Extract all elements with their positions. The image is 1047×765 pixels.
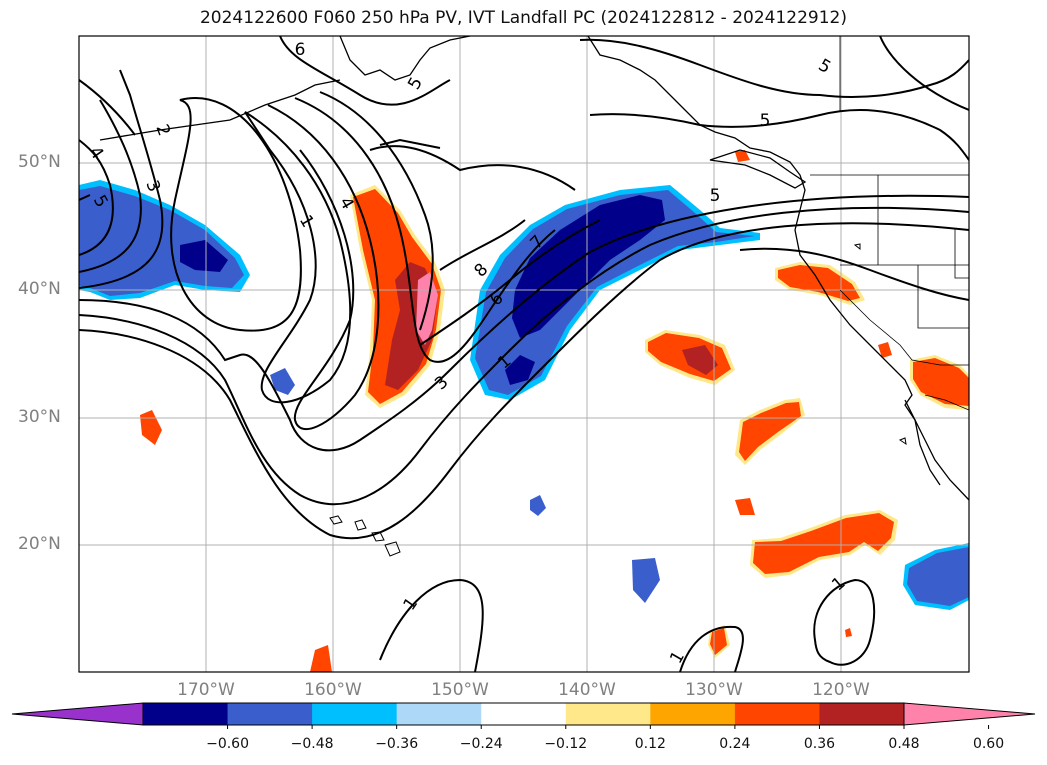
- pv-contours: [79, 36, 969, 672]
- colorbar-segment: [734, 703, 820, 725]
- colorbar-segment: [227, 703, 313, 725]
- colorbar-extend-low: [11, 702, 144, 726]
- colorbar-segment: [143, 703, 229, 725]
- colorbar-tick-label: 0.12: [634, 736, 666, 752]
- colorbar-tick-label: −0.60: [206, 736, 249, 752]
- lon-label-120w: 120°W: [812, 680, 870, 700]
- map-content: 6 5 2 4 3 5 1 4 8 6 7 3 1 5 5 5 1 1 1: [79, 36, 969, 672]
- colorbar-extend-high: [903, 702, 1036, 726]
- lat-label-20n: 20°N: [18, 534, 61, 554]
- lon-label-160w: 160°W: [304, 680, 362, 700]
- colorbar-tick-label: 0.36: [803, 736, 836, 752]
- colorbar-segment: [312, 703, 398, 725]
- islands: [329, 243, 907, 557]
- colorbar-segment: [650, 703, 736, 725]
- lat-label-30n: 30°N: [18, 407, 61, 427]
- lon-label-170w: 170°W: [177, 680, 235, 700]
- lon-label-130w: 130°W: [685, 680, 743, 700]
- coastlines: [99, 36, 969, 501]
- map-frame: [78, 35, 970, 673]
- contour-label: 5: [760, 111, 771, 131]
- colorbar-segment: [819, 703, 905, 725]
- lon-label-150w: 150°W: [431, 680, 489, 700]
- colorbar-tick-label: −0.24: [459, 736, 503, 752]
- colorbar-tick-label: 0.60: [972, 736, 1005, 752]
- colorbar-segment: [481, 703, 567, 725]
- map-title: 2024122600 F060 250 hPa PV, IVT Landfall…: [199, 8, 847, 28]
- colorbar-segment: [565, 703, 651, 725]
- colorbar-segment: [396, 703, 482, 725]
- negative-anomaly-fill: [79, 180, 969, 610]
- colorbar-tick-label: −0.48: [290, 736, 334, 752]
- colorbar-tick-label: −0.36: [375, 736, 419, 752]
- lat-label-40n: 40°N: [18, 279, 61, 299]
- contour-label: 6: [295, 40, 306, 60]
- lat-label-50n: 50°N: [18, 152, 61, 172]
- lon-label-140w: 140°W: [558, 680, 616, 700]
- colorbar-tick-label: 0.48: [888, 736, 920, 752]
- colorbar-tick-label: −0.12: [544, 736, 588, 752]
- contour-label: 5: [710, 186, 721, 206]
- positive-anomaly-fill: [140, 150, 969, 672]
- colorbar-tick-label: 0.24: [719, 736, 751, 752]
- map-panel: 6 5 2 4 3 5 1 4 8 6 7 3 1 5 5 5 1 1 1: [78, 35, 970, 673]
